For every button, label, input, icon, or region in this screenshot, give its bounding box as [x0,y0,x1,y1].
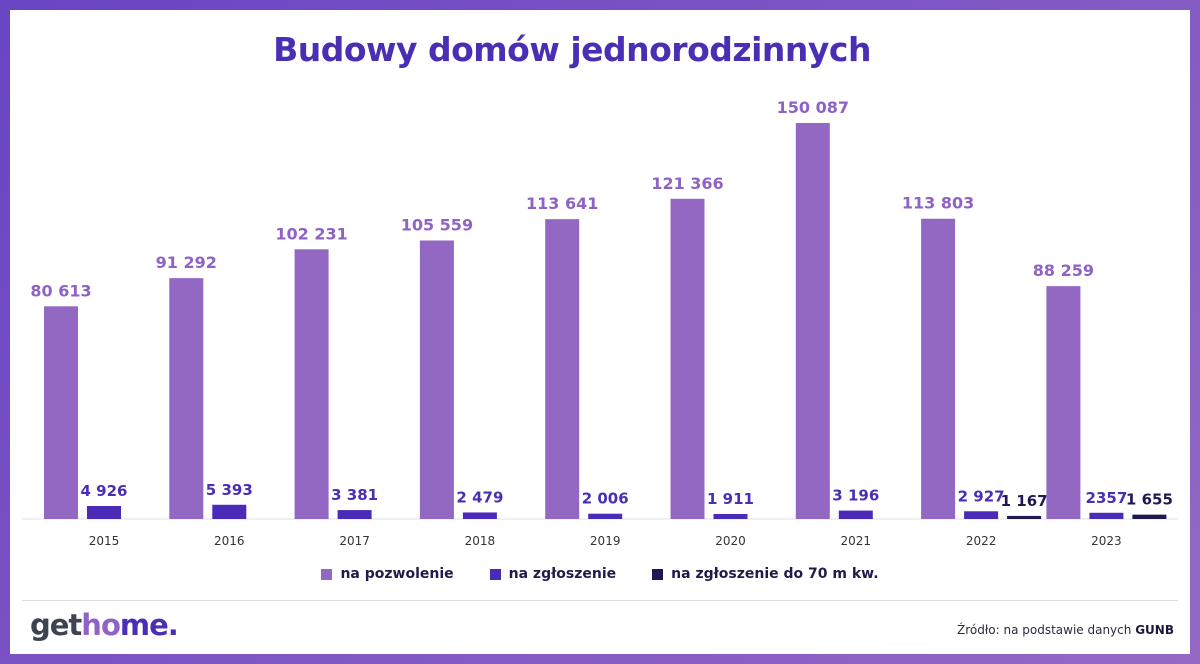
legend-item: na pozwolenie [321,566,454,582]
data-label: 80 613 [30,281,91,300]
data-label: 91 292 [156,253,217,272]
legend-swatch [321,568,333,580]
legend-label: na zgłoszenie [508,566,617,582]
bar [337,510,372,519]
data-label: 102 231 [275,224,347,243]
bar [462,512,497,519]
bar [169,278,204,519]
bar [713,513,748,519]
bar [921,218,956,519]
data-label: 105 559 [401,215,473,234]
data-label: 1 911 [707,490,754,508]
chart-title: Budowy domów jednorodzinnych [273,30,871,69]
bar [87,506,121,519]
legend: na pozwolenie na zgłoszenie na zgłoszeni… [0,566,1200,582]
data-label: 113 641 [526,194,598,213]
data-label: 4 926 [81,482,128,500]
data-label: 2 006 [582,490,629,508]
legend-label: na pozwolenie [340,566,454,582]
data-label: 2 927 [958,487,1005,505]
data-label: 1 655 [1126,491,1173,509]
x-tick-label: 2015 [89,534,120,548]
bar [545,219,580,519]
data-label: 2357 [1086,489,1128,507]
bar [964,511,999,519]
legend-label: na zgłoszenie do 70 m kw. [671,566,879,582]
chart-panel [10,10,1190,654]
bar [795,123,830,519]
legend-swatch [652,568,664,580]
data-label: 88 259 [1033,261,1094,280]
x-tick-label: 2017 [339,534,370,548]
data-label: 3 196 [832,487,879,505]
data-label: 121 366 [651,174,723,193]
data-label: 1 167 [1001,492,1048,510]
bar [419,240,454,519]
legend-swatch [489,568,501,580]
x-tick-label: 2023 [1091,534,1122,548]
bar [44,306,78,519]
gethome-logo: gethome. [30,608,179,642]
bar [670,198,705,520]
x-tick-label: 2019 [590,534,621,548]
bar [1007,515,1042,519]
data-label: 5 393 [206,481,253,499]
data-label: 113 803 [902,194,974,213]
legend-item: na zgłoszenie [489,566,617,582]
x-tick-label: 2020 [715,534,746,548]
bar [1132,514,1167,519]
x-tick-label: 2018 [465,534,496,548]
source-note: Źródło: na podstawie danych GUNB [957,623,1174,637]
bar [588,513,623,519]
bar [1089,512,1124,519]
divider [22,600,1178,601]
x-tick-label: 2021 [841,534,872,548]
x-tick-label: 2016 [214,534,245,548]
data-label: 150 087 [777,98,849,117]
bar [838,510,873,519]
data-label: 2 479 [456,488,503,506]
bar [212,504,247,519]
data-label: 3 381 [331,486,378,504]
bar [1046,286,1081,519]
bar [294,249,329,519]
legend-item: na zgłoszenie do 70 m kw. [652,566,879,582]
x-tick-label: 2022 [966,534,997,548]
